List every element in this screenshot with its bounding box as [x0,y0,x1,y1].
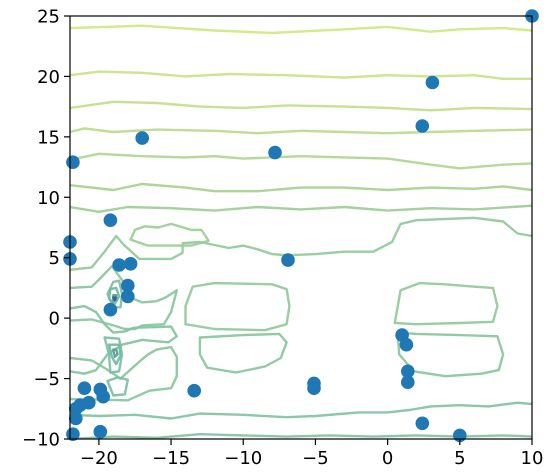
scatter-point-18 [401,375,415,390]
y-tick-label-2: 0 [49,309,60,330]
y-tick-label-0: −10 [22,430,60,451]
scatter-point-5 [268,145,282,160]
scatter-point-27 [69,402,83,416]
contour-line-level-8-1 [184,281,291,332]
x-tick-label-2: −10 [224,448,262,469]
scatter-point-29 [415,416,430,431]
y-tick-label-6: 20 [37,67,60,88]
x-tick-label-0: −20 [80,448,118,469]
contour-line-level-10-0 [70,304,178,375]
scatter-point-2 [415,119,430,133]
contour-line-level-14-0 [112,296,117,302]
scatter-point-17 [401,364,415,379]
y-tick-label-3: 5 [49,248,60,269]
scatter-point-6 [103,213,118,227]
contour-layer [70,24,532,439]
contour-line-level-9-0 [70,265,178,331]
contour-line-level-1-0 [70,24,532,35]
contour-line-level-9-1 [198,332,288,374]
scatter-point-10 [112,258,126,272]
scatter-point-13 [121,289,135,304]
y-tick-label-5: 15 [37,127,60,148]
scatter-point-28 [69,411,83,426]
contour-line-level-7-0 [70,204,532,213]
x-tick-label-1: −15 [152,448,190,469]
contour-line-level-11-2 [106,376,129,397]
scatter-point-14 [103,302,118,317]
contour-line-level-12-1 [107,343,122,366]
contour-line-level-10-2 [70,433,532,439]
scatter-point-1 [425,75,440,90]
scatter-point-9 [281,253,295,267]
scatter-point-21 [187,383,201,398]
contour-line-level-8-0 [70,216,532,271]
contour-line-level-7-1 [129,222,210,247]
x-axis-ticks: −20 −15 −10 −5 0 5 10 [80,439,544,469]
scatter-point-4 [66,155,80,169]
contour-line-level-8-2 [393,281,499,326]
contour-line-level-9-2 [70,345,178,402]
scatter-point-24 [96,389,110,404]
x-tick-label-4: 0 [382,448,393,469]
contour-line-level-10-1 [70,401,532,420]
scatter-point-20 [307,381,321,396]
y-axis-ticks: −10 −5 0 5 10 15 20 25 [22,7,70,451]
contour-line-level-4-0 [70,127,532,135]
scatter-point-11 [123,257,138,271]
contour-line-level-11-0 [106,279,124,309]
y-tick-label-4: 10 [37,188,60,209]
contour-line-level-2-0 [70,70,532,80]
x-tick-label-5: 5 [454,448,465,469]
x-tick-label-3: −5 [302,448,329,469]
scatter-point-22 [77,381,92,396]
contour-line-level-6-0 [70,182,532,193]
contour-line-level-13-1 [112,348,119,358]
y-tick-label-1: −5 [33,369,60,390]
x-tick-label-6: 10 [521,448,544,469]
y-tick-label-7: 25 [37,7,60,28]
scatter-point-16 [399,337,414,352]
scatter-point-30 [93,424,108,439]
scatter-point-3 [135,131,149,145]
contour-line-level-11-1 [103,336,124,374]
scatter-point-12 [121,278,135,293]
contour-line-level-5-0 [70,152,532,170]
contour-line-level-3-0 [70,100,532,112]
axes-frame [69,15,533,440]
